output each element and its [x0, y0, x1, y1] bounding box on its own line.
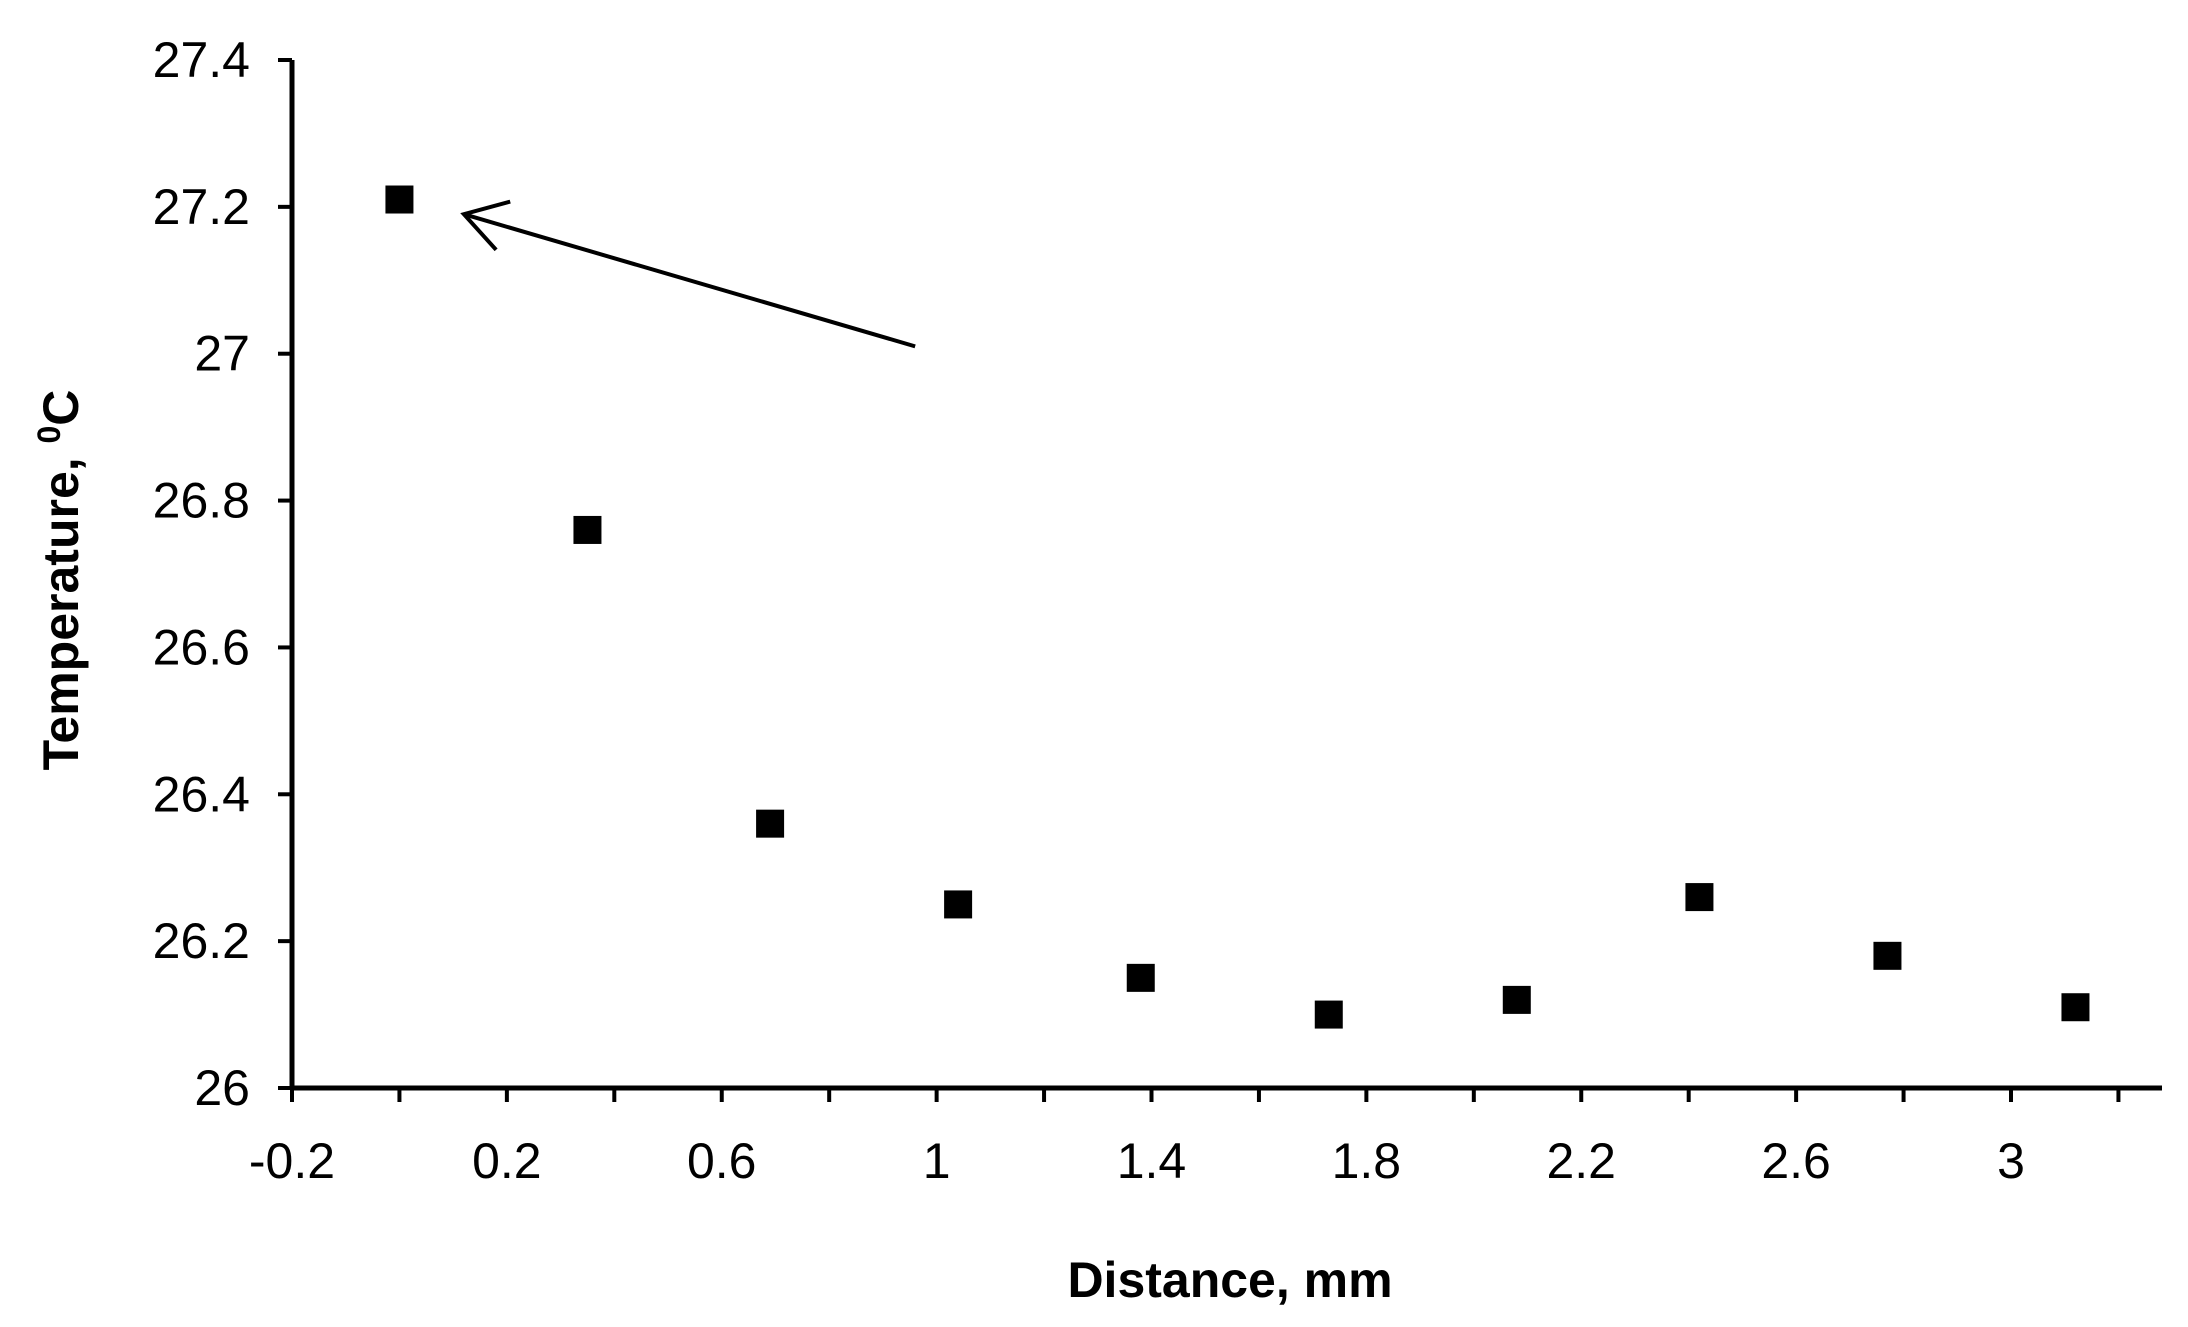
y-axis-title-main: Temperature, — [33, 443, 89, 770]
data-point — [1502, 985, 1531, 1014]
data-point — [1314, 1000, 1343, 1029]
data-point — [385, 185, 414, 214]
y-tick-label: 27.2 — [153, 179, 250, 235]
y-tick-label: 26.2 — [153, 913, 250, 969]
y-axis-title-superscript: 0 — [31, 426, 67, 444]
y-tick-label: 27.4 — [153, 32, 250, 88]
data-point — [573, 515, 602, 544]
y-tick-label: 26.4 — [153, 766, 250, 822]
data-point — [1873, 941, 1902, 970]
x-tick-label: 1.8 — [1332, 1133, 1402, 1189]
x-tick-label: -0.2 — [249, 1133, 335, 1189]
annotation-arrow-head — [460, 199, 511, 252]
x-tick-label: 1.4 — [1117, 1133, 1187, 1189]
data-point — [756, 809, 785, 838]
x-tick-label: 0.2 — [472, 1133, 542, 1189]
annotation-arrow-shaft — [463, 212, 916, 349]
x-tick-label: 0.6 — [687, 1133, 757, 1189]
x-tick-label: 3 — [1997, 1133, 2025, 1189]
data-point — [944, 890, 973, 919]
data-point — [1126, 963, 1155, 992]
y-tick-label: 26.6 — [153, 619, 250, 675]
x-tick-label: 2.6 — [1761, 1133, 1831, 1189]
y-axis-title-unit: C — [33, 390, 89, 426]
y-tick-label: 27 — [194, 326, 250, 382]
data-point — [1685, 883, 1714, 912]
x-tick-label: 1 — [923, 1133, 951, 1189]
x-axis-title: Distance, mm — [1067, 1252, 1392, 1308]
y-axis-title: Temperature, 0C — [31, 390, 89, 771]
y-tick-label: 26.8 — [153, 473, 250, 529]
y-tick-label: 26 — [194, 1060, 250, 1116]
x-tick-label: 2.2 — [1546, 1133, 1616, 1189]
data-point — [2061, 993, 2090, 1022]
